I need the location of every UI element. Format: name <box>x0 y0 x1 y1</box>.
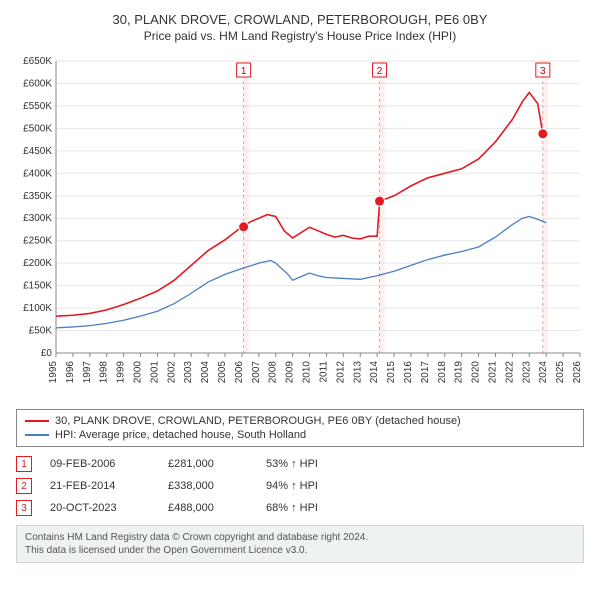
legend-label: HPI: Average price, detached house, Sout… <box>55 429 306 441</box>
svg-text:1999: 1999 <box>116 361 127 384</box>
svg-text:2008: 2008 <box>268 361 279 384</box>
svg-text:2013: 2013 <box>352 361 363 384</box>
transaction-delta: 68% ↑ HPI <box>266 502 356 514</box>
chart-subtitle: Price paid vs. HM Land Registry's House … <box>10 29 590 43</box>
svg-text:£350K: £350K <box>23 191 52 202</box>
transaction-price: £488,000 <box>168 502 248 514</box>
svg-text:2003: 2003 <box>183 361 194 384</box>
legend-item: HPI: Average price, detached house, Sout… <box>25 428 575 442</box>
transaction-price: £281,000 <box>168 458 248 470</box>
transaction-row: 2 21-FEB-2014 £338,000 94% ↑ HPI <box>16 475 584 497</box>
transaction-date: 21-FEB-2014 <box>50 480 150 492</box>
svg-text:2006: 2006 <box>234 361 245 384</box>
svg-text:£0: £0 <box>41 348 53 359</box>
svg-text:2023: 2023 <box>521 361 532 384</box>
svg-text:2: 2 <box>377 66 383 77</box>
attribution-footer: Contains HM Land Registry data © Crown c… <box>16 525 584 563</box>
svg-text:£200K: £200K <box>23 258 52 269</box>
svg-text:£400K: £400K <box>23 168 52 179</box>
legend: 30, PLANK DROVE, CROWLAND, PETERBOROUGH,… <box>16 409 584 447</box>
svg-text:2000: 2000 <box>133 361 144 384</box>
svg-text:£550K: £550K <box>23 101 52 112</box>
transaction-delta: 53% ↑ HPI <box>266 458 356 470</box>
svg-text:2002: 2002 <box>166 361 177 384</box>
footer-line: This data is licensed under the Open Gov… <box>25 544 575 557</box>
svg-text:£500K: £500K <box>23 123 52 134</box>
svg-text:2009: 2009 <box>285 361 296 384</box>
legend-item: 30, PLANK DROVE, CROWLAND, PETERBOROUGH,… <box>25 414 575 428</box>
svg-text:2021: 2021 <box>487 361 498 384</box>
chart-title: 30, PLANK DROVE, CROWLAND, PETERBOROUGH,… <box>10 12 590 27</box>
transaction-list: 1 09-FEB-2006 £281,000 53% ↑ HPI 2 21-FEB-201… <box>16 453 584 519</box>
legend-label: 30, PLANK DROVE, CROWLAND, PETERBOROUGH,… <box>55 415 461 427</box>
footer-line: Contains HM Land Registry data © Crown c… <box>25 531 575 544</box>
svg-text:2015: 2015 <box>386 361 397 384</box>
transaction-marker: 2 <box>16 478 32 494</box>
transaction-delta: 94% ↑ HPI <box>266 480 356 492</box>
svg-text:2004: 2004 <box>200 361 211 384</box>
svg-text:1997: 1997 <box>82 361 93 384</box>
svg-text:2025: 2025 <box>555 361 566 384</box>
svg-text:£250K: £250K <box>23 236 52 247</box>
svg-text:2012: 2012 <box>335 361 346 384</box>
svg-text:2005: 2005 <box>217 361 228 384</box>
svg-text:3: 3 <box>540 66 546 77</box>
transaction-price: £338,000 <box>168 480 248 492</box>
svg-text:1: 1 <box>241 66 247 77</box>
transaction-row: 3 20-OCT-2023 £488,000 68% ↑ HPI <box>16 497 584 519</box>
transaction-date: 20-OCT-2023 <box>50 502 150 514</box>
chart-area: £0 £50K £100K £150K £200K £250K £300K £350K £400… <box>10 51 590 401</box>
svg-text:2007: 2007 <box>251 361 262 384</box>
svg-text:2022: 2022 <box>504 361 515 384</box>
transaction-date: 09-FEB-2006 <box>50 458 150 470</box>
svg-text:£100K: £100K <box>23 303 52 314</box>
svg-text:1995: 1995 <box>48 361 59 384</box>
svg-text:2024: 2024 <box>538 361 549 384</box>
svg-text:2019: 2019 <box>454 361 465 384</box>
svg-text:2018: 2018 <box>437 361 448 384</box>
svg-text:1996: 1996 <box>65 361 76 384</box>
svg-text:£600K: £600K <box>23 78 52 89</box>
svg-text:2010: 2010 <box>302 361 313 384</box>
svg-text:£150K: £150K <box>23 281 52 292</box>
svg-text:2017: 2017 <box>420 361 431 384</box>
svg-text:£650K: £650K <box>23 56 52 67</box>
line-chart: £0 £50K £100K £150K £200K £250K £300K £350K £400… <box>10 51 590 401</box>
transaction-row: 1 09-FEB-2006 £281,000 53% ↑ HPI <box>16 453 584 475</box>
legend-swatch <box>25 420 49 422</box>
svg-text:2026: 2026 <box>572 361 583 384</box>
legend-swatch <box>25 434 49 436</box>
svg-text:£450K: £450K <box>23 146 52 157</box>
svg-text:2001: 2001 <box>149 361 160 384</box>
svg-text:2020: 2020 <box>471 361 482 384</box>
svg-text:2016: 2016 <box>403 361 414 384</box>
svg-text:1998: 1998 <box>99 361 110 384</box>
svg-text:£300K: £300K <box>23 213 52 224</box>
transaction-marker: 1 <box>16 456 32 472</box>
transaction-marker: 3 <box>16 500 32 516</box>
svg-text:2011: 2011 <box>318 361 329 383</box>
svg-text:£50K: £50K <box>29 326 53 337</box>
svg-text:2014: 2014 <box>369 361 380 384</box>
